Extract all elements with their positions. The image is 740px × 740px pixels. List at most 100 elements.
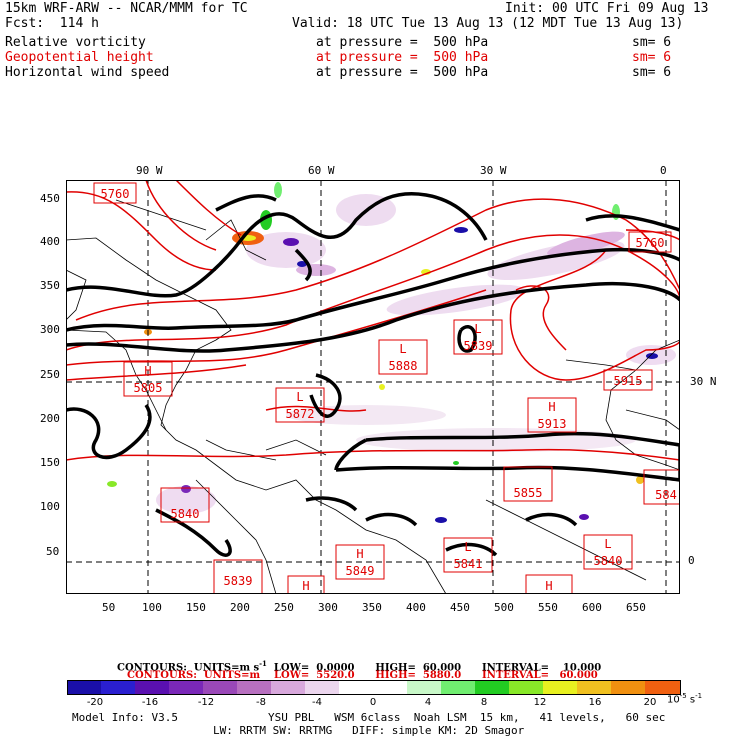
colorbar-label: 16 — [588, 697, 602, 708]
y-tick: 300 — [40, 323, 60, 336]
height-label-value: 584 — [655, 488, 677, 502]
init-time: Init: 00 UTC Fri 09 Aug 13 — [505, 1, 709, 16]
lon-label-60w: 60 W — [308, 164, 335, 177]
colorbar-cell — [339, 680, 374, 695]
x-tick: 250 — [274, 601, 294, 614]
y-tick: 50 — [46, 545, 60, 558]
x-tick: 100 — [142, 601, 162, 614]
colorbar-label: -12 — [197, 697, 215, 708]
height-label-value: 5760 — [101, 187, 130, 201]
height-label-value: 5840 — [594, 554, 623, 568]
height-label-value: 5839 — [224, 574, 253, 588]
colorbar-cell — [271, 680, 306, 695]
lon-label-0: 0 — [660, 164, 667, 177]
colorbar-label: -16 — [141, 697, 159, 708]
lon-label-90w: 90 W — [136, 164, 163, 177]
colorbar-cell — [509, 680, 544, 695]
x-tick: 50 — [102, 601, 116, 614]
colorbar-label: 20 — [643, 697, 657, 708]
height-label-value: 5840 — [171, 507, 200, 521]
field-smoothing-wind: sm= 6 — [632, 65, 672, 80]
wind-speed-contours — [66, 192, 680, 557]
field-smoothing-height: sm= 6 — [632, 50, 672, 65]
y-tick: 400 — [40, 235, 60, 248]
x-tick: 650 — [626, 601, 646, 614]
lat-label-0: 0 — [688, 554, 695, 567]
vorticity-shading — [156, 194, 676, 514]
colorbar-cell — [101, 680, 136, 695]
colorbar-cell — [475, 680, 510, 695]
colorbar-cell — [407, 680, 442, 695]
x-tick: 400 — [406, 601, 426, 614]
map-border — [66, 180, 680, 594]
x-tick: 500 — [494, 601, 514, 614]
lon-label-30w: 30 W — [480, 164, 507, 177]
height-label-value: 5888 — [389, 359, 418, 373]
height-label-value: 5839 — [464, 339, 493, 353]
weather-map: 5760 5760 L 5839 L 5888 H 5805 L 5872 H … — [66, 180, 680, 594]
height-label-value: 5760 — [636, 236, 665, 250]
colorbar-unit: 10-5 s-1 — [667, 692, 703, 706]
height-label-value: 5913 — [538, 417, 567, 431]
colorbar-cell — [441, 680, 476, 695]
y-tick: 250 — [40, 368, 60, 381]
colorbar-label: 8 — [480, 697, 488, 708]
field-level-vorticity: at pressure = 500 hPa — [316, 35, 489, 50]
y-tick: 350 — [40, 279, 60, 292]
y-tick: 200 — [40, 412, 60, 425]
colorbar-label: -4 — [312, 697, 322, 708]
colorbar-label: 12 — [533, 697, 547, 708]
y-tick: 450 — [40, 192, 60, 205]
colorbar-label: 4 — [424, 697, 432, 708]
colorbar-cell — [577, 680, 612, 695]
colorbar-label: -8 — [256, 697, 266, 708]
model-title: 15km WRF-ARW -- NCAR/MMM for TC — [5, 1, 248, 16]
colorbar-cell — [645, 680, 681, 695]
field-level-height: at pressure = 500 hPa — [316, 50, 489, 65]
physics-line-1: YSU PBL WSM 6class Noah LSM 15 km, 41 le… — [268, 711, 666, 724]
colorbar-cell — [611, 680, 646, 695]
model-info: Model Info: V3.5 — [72, 711, 178, 724]
height-label-kind: L — [399, 342, 406, 356]
x-tick: 200 — [230, 601, 250, 614]
x-tick: 550 — [538, 601, 558, 614]
field-smoothing-vorticity: sm= 6 — [632, 35, 672, 50]
height-label-kind: L — [296, 390, 303, 404]
x-tick: 600 — [582, 601, 602, 614]
field-level-wind: at pressure = 500 hPa — [316, 65, 489, 80]
x-tick: 350 — [362, 601, 382, 614]
height-label-kind: H — [356, 547, 363, 561]
height-label-kind: H — [302, 579, 309, 593]
field-name-vorticity: Relative vorticity — [5, 35, 146, 50]
label-boxes — [93, 182, 680, 594]
colorbar-cell — [169, 680, 204, 695]
valid-time: Valid: 18 UTC Tue 13 Aug 13 (12 MDT Tue … — [292, 16, 684, 31]
colorbar-label: 0 — [369, 697, 377, 708]
lat-label-30n: 30 N — [690, 375, 717, 388]
colorbar-cell — [305, 680, 340, 695]
height-label-value: 5915 — [614, 374, 643, 388]
colorbar-cell — [135, 680, 170, 695]
height-label-kind: L — [474, 322, 481, 336]
forecast-hour: Fcst: 114 h — [5, 16, 99, 31]
contours-height-info: CONTOURS: UNITS=m LOW= 5520.0 HIGH= 5880… — [127, 670, 598, 681]
height-label-value: 5855 — [514, 486, 543, 500]
height-label-value: 5872 — [286, 407, 315, 421]
height-label-kind: H — [144, 364, 151, 378]
height-label-kind: H — [548, 400, 555, 414]
height-label-kind: L — [604, 537, 611, 551]
x-tick: 300 — [318, 601, 338, 614]
height-label-value: 5841 — [454, 557, 483, 571]
height-label-value: 5805 — [134, 381, 163, 395]
x-tick: 150 — [186, 601, 206, 614]
physics-line-2: LW: RRTM SW: RRTMG DIFF: simple KM: 2D S… — [213, 724, 525, 737]
colorbar-label: -20 — [86, 697, 104, 708]
lat-lon-grid — [66, 180, 680, 594]
label-text: 5760 5760 L 5839 L 5888 H 5805 L 5872 H … — [101, 187, 677, 593]
height-label-value: 5849 — [346, 564, 375, 578]
colorbar-cell — [67, 680, 103, 695]
field-name-height: Geopotential height — [5, 50, 154, 65]
colorbar-cell — [373, 680, 408, 695]
colorbar-cell — [543, 680, 578, 695]
colorbar-cell — [237, 680, 272, 695]
